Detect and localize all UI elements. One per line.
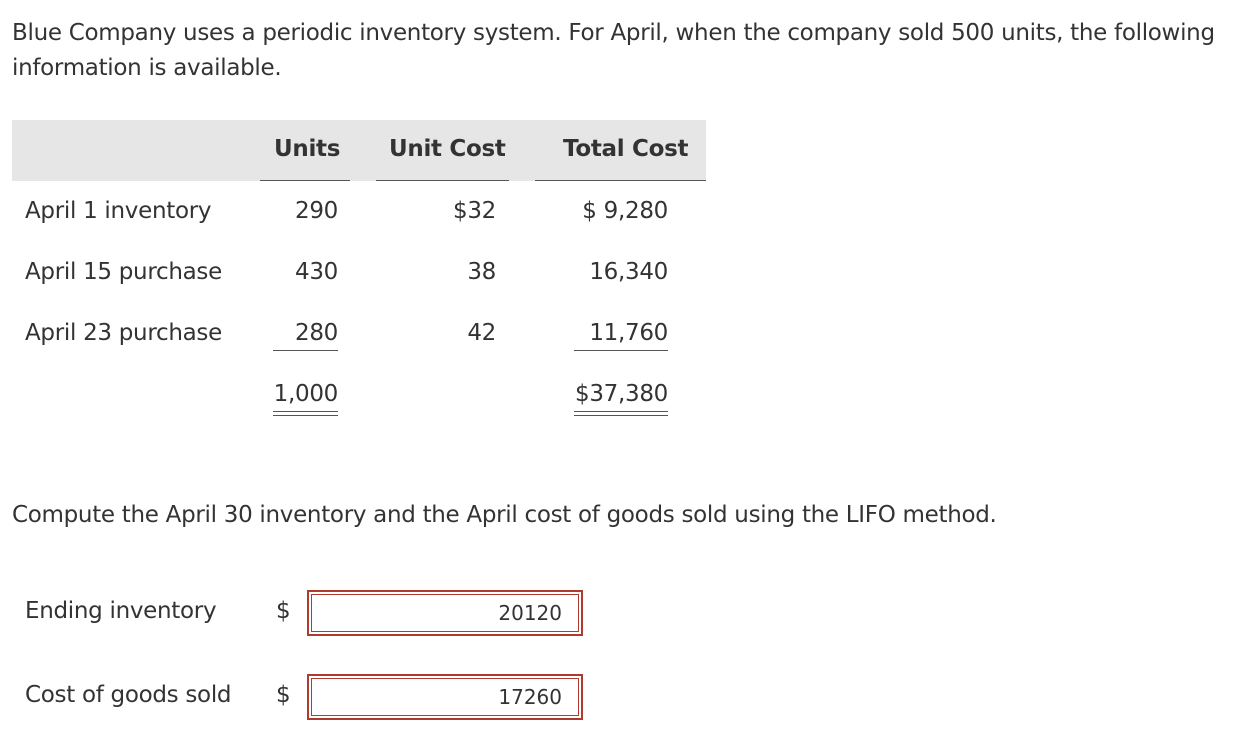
ending-inventory-currency: $ [276, 598, 291, 624]
ending-inventory-label: Ending inventory [25, 598, 217, 624]
header-unit-cost-rule [376, 180, 509, 181]
total-units: 1,000 [273, 381, 339, 407]
question-text: Compute the April 30 inventory and the A… [12, 502, 997, 528]
units-subtotal-rule [273, 350, 338, 351]
header-unit-cost: Unit Cost [389, 136, 506, 162]
units-total-double-rule [273, 411, 338, 416]
ending-inventory-value[interactable]: 20120 [311, 594, 579, 632]
problem-intro: Blue Company uses a periodic inventory s… [12, 20, 1215, 81]
cogs-currency: $ [276, 682, 291, 708]
cogs-label: Cost of goods sold [25, 682, 232, 708]
ending-inventory-input[interactable]: 20120 [307, 590, 583, 636]
cell-total-cost: 11,760 [589, 320, 668, 346]
total-cost-double-rule [574, 411, 668, 416]
total-cost-sum: $37,380 [574, 381, 668, 407]
cell-unit-cost: 38 [467, 259, 496, 285]
header-total-cost-rule [535, 180, 706, 181]
cogs-value[interactable]: 17260 [311, 678, 579, 716]
cell-units: 430 [295, 259, 338, 285]
cell-total-cost: $ 9,280 [582, 198, 668, 224]
cogs-input[interactable]: 17260 [307, 674, 583, 720]
cell-units: 280 [295, 320, 338, 346]
header-units: Units [274, 136, 341, 162]
header-total-cost: Total Cost [563, 136, 689, 162]
header-units-rule [260, 180, 350, 181]
cell-unit-cost: $32 [453, 198, 496, 224]
total-cost-subtotal-rule [574, 350, 668, 351]
cell-unit-cost: 42 [467, 320, 496, 346]
row-label-april-1: April 1 inventory [25, 198, 212, 224]
row-label-april-15: April 15 purchase [25, 259, 222, 285]
row-label-april-23: April 23 purchase [25, 320, 222, 346]
table-header-band [12, 120, 706, 181]
cell-units: 290 [295, 198, 338, 224]
cell-total-cost: 16,340 [589, 259, 668, 285]
